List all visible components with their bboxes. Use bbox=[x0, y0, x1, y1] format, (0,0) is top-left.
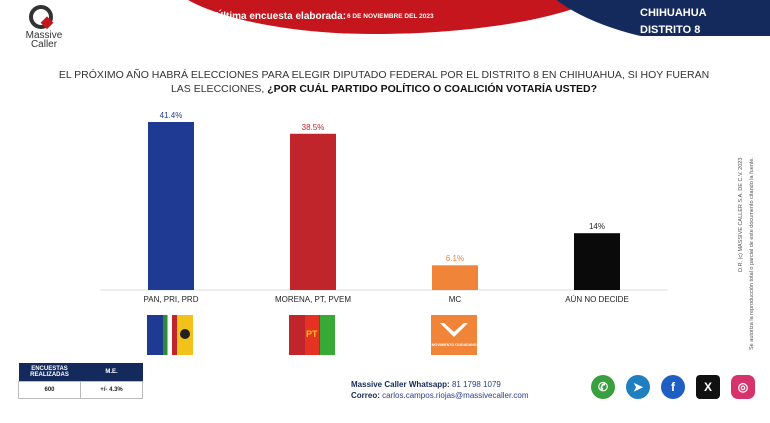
bar-2 bbox=[432, 265, 478, 290]
pt-text: PT bbox=[306, 329, 318, 339]
massive-caller-logo: Massive Caller bbox=[22, 4, 62, 50]
pri-block bbox=[163, 315, 177, 355]
whatsapp-number[interactable]: 81 1798 1079 bbox=[451, 380, 501, 389]
logo-mark-icon bbox=[29, 5, 54, 30]
bar-1 bbox=[290, 133, 336, 290]
bar-value-label-3: 14% bbox=[589, 222, 605, 231]
question-line2-plain: LAS ELECCIONES, bbox=[170, 83, 268, 95]
question-line2: LAS ELECCIONES, ¿POR CUÁL PARTIDO POLÍTI… bbox=[24, 82, 744, 96]
telegram-icon[interactable]: ➤ bbox=[626, 375, 650, 399]
bar-value-label-1: 38.5% bbox=[302, 123, 325, 132]
bar-0 bbox=[148, 122, 194, 290]
pan-block bbox=[147, 315, 163, 355]
prd-sun-icon bbox=[180, 329, 190, 339]
morena-pt-pvem-logo: PT bbox=[289, 315, 335, 355]
whatsapp-icon[interactable]: ✆ bbox=[591, 375, 615, 399]
pt-block bbox=[305, 315, 319, 355]
email-line: Correo: carlos.campos.riojas@massivecall… bbox=[351, 390, 529, 401]
vertical-note-1: D.R. (c) MASSIVE CALLER S.A. DE C.V. 202… bbox=[738, 157, 744, 272]
district-label: DISTRITO 8 bbox=[640, 24, 701, 36]
survey-label: Última encuesta elaborada: bbox=[216, 11, 347, 22]
whatsapp-label: Massive Caller Whatsapp: bbox=[351, 380, 450, 389]
category-label-3: AÚN NO DECIDE bbox=[565, 295, 629, 304]
bar-3 bbox=[574, 233, 620, 290]
question-line2-bold: ¿POR CUÁL PARTIDO POLÍTICO O COALICIÓN V… bbox=[267, 83, 598, 95]
whatsapp-line: Massive Caller Whatsapp: 81 1798 1079 bbox=[351, 379, 529, 390]
category-label-0: PAN, PRI, PRD bbox=[144, 295, 199, 304]
stats-value-me: +/- 4.3% bbox=[80, 381, 143, 399]
category-label-2: MC bbox=[449, 295, 462, 304]
logo-wordmark: Massive Caller bbox=[22, 30, 66, 50]
facebook-icon[interactable]: f bbox=[661, 375, 685, 399]
stats-header-surveys: ENCUESTAS REALIZADAS bbox=[18, 363, 81, 382]
mc-text: MOVIMIENTO CIUDADANO bbox=[431, 343, 477, 347]
logo-line2: Caller bbox=[30, 39, 58, 50]
vertical-notes: D.R. (c) MASSIVE CALLER S.A. DE C.V. 202… bbox=[735, 72, 765, 352]
question-line1: EL PRÓXIMO AÑO HABRÁ ELECCIONES PARA ELE… bbox=[58, 69, 710, 81]
mc-logo: MOVIMIENTO CIUDADANO bbox=[431, 315, 477, 355]
x-icon[interactable]: X bbox=[696, 375, 720, 399]
bar-value-label-2: 6.1% bbox=[446, 254, 464, 263]
instagram-icon[interactable]: ◎ bbox=[731, 375, 755, 399]
stats-header-me: M.E. bbox=[80, 363, 143, 382]
survey-question: EL PRÓXIMO AÑO HABRÁ ELECCIONES PARA ELE… bbox=[24, 68, 744, 96]
stats-value-surveys: 600 bbox=[18, 381, 81, 399]
contact-info: Massive Caller Whatsapp: 81 1798 1079 Co… bbox=[351, 379, 529, 401]
category-label-1: MORENA, PT, PVEM bbox=[275, 295, 351, 304]
email-address[interactable]: carlos.campos.riojas@massivecaller.com bbox=[382, 391, 529, 400]
vertical-note-2: Se autoriza la reproducción total o parc… bbox=[749, 157, 755, 350]
survey-date: 6 DE NOVIEMBRE DEL 2023 bbox=[347, 13, 434, 20]
header-band bbox=[0, 0, 770, 36]
bar-value-label-0: 41.4% bbox=[160, 111, 183, 120]
state-label: CHIHUAHUA bbox=[640, 7, 707, 19]
pvem-block bbox=[320, 315, 335, 355]
email-label: Correo: bbox=[351, 391, 380, 400]
logo-line1: Massive bbox=[25, 30, 63, 41]
bars-group: 41.4% PAN, PRI, PRD 38.5% MORENA, PT, PVEM 6… bbox=[144, 111, 629, 304]
stats-table: ENCUESTAS REALIZADAS M.E. 600 +/- 4.3% bbox=[18, 363, 143, 399]
pan-pri-prd-logo bbox=[147, 315, 193, 355]
mc-eagle-icon bbox=[440, 323, 468, 337]
